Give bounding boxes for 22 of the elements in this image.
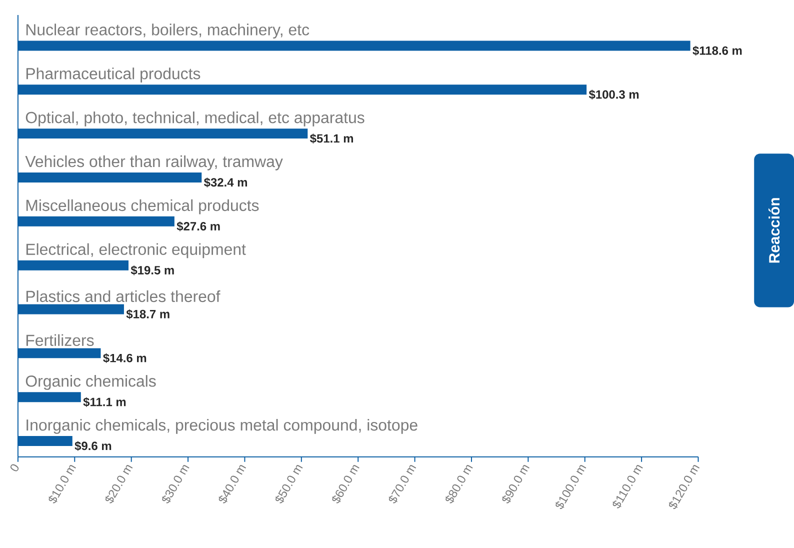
y-tick-label: Fertilizers (26, 334, 94, 346)
y-tick-label: Organic chemicals (26, 375, 156, 390)
y-tick-label: Optical, photo, technical, medical, etc apparatus (26, 112, 364, 127)
y-tick-label: Plastics and articles thereof (26, 290, 220, 302)
x-tick-label: 0 (10, 464, 19, 472)
data-label: $100.3 m (588, 90, 639, 100)
data-label: $11.1 m (83, 397, 126, 408)
y-tick-label: Vehicles other than railway, tramway (25, 156, 283, 171)
y-tick-label: Miscellaneous chemical products (26, 200, 259, 214)
data-label: $118.6 m (692, 46, 742, 56)
data-label: $14.6 m (103, 353, 146, 364)
data-label: $9.6 m (74, 441, 112, 452)
y-tick-label: Inorganic chemicals, precious metal compound, isotope (26, 419, 418, 434)
y-tick-label: Pharmaceutical products (26, 68, 200, 83)
data-label: $18.7 m (126, 310, 170, 320)
data-label: $19.5 m (130, 266, 174, 276)
text: Reacción (768, 198, 780, 263)
data-label: $32.4 m (204, 178, 247, 188)
data-label: $51.1 m (310, 134, 354, 144)
y-tick-label: Electrical, electronic equipment (26, 243, 246, 258)
data-label: $27.6 m (176, 222, 220, 232)
y-tick-label: Nuclear reactors, boilers, machinery, etc (26, 24, 310, 39)
